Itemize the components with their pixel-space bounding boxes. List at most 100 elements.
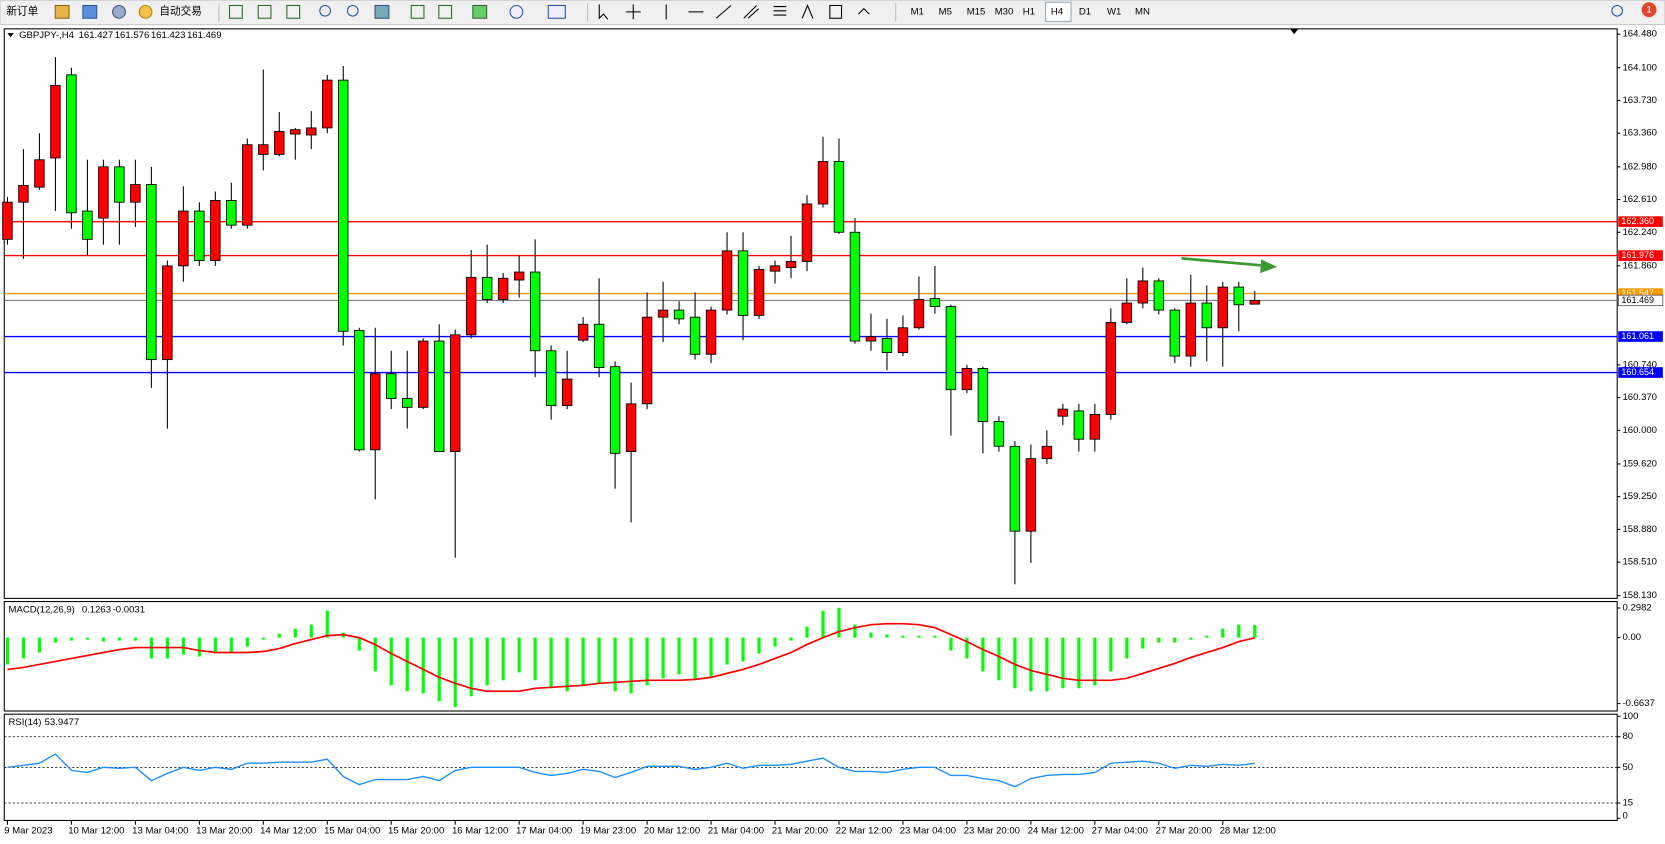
candle-body	[1057, 408, 1069, 417]
y-tick-label: 80	[1622, 731, 1633, 742]
y-tick-label: 158.880	[1622, 524, 1657, 535]
macd-bar	[1109, 637, 1113, 672]
timeframe-button[interactable]: H4	[1051, 6, 1064, 17]
macd-bar	[789, 637, 793, 641]
x-tick-label: 23 Mar 20:00	[964, 826, 1020, 837]
new-order-button[interactable]: 新订单	[6, 5, 38, 18]
timeframe-button[interactable]: H1	[1023, 6, 1035, 17]
auto-trading-button[interactable]: 自动交易	[159, 5, 201, 18]
main-panel[interactable]	[3, 28, 1618, 599]
macd-bar	[629, 637, 633, 694]
y-tick-label: 15	[1622, 798, 1633, 809]
candle-body	[609, 366, 621, 454]
macd-bar	[693, 637, 697, 679]
macd-bar	[661, 637, 665, 679]
macd-bar	[821, 610, 825, 638]
candle-body	[865, 336, 877, 342]
icon[interactable]	[438, 4, 453, 19]
fibo-tool[interactable]	[773, 6, 787, 16]
macd-bar	[645, 637, 649, 686]
x-tick-label: 24 Mar 12:00	[1028, 826, 1084, 837]
macd-bar	[421, 637, 425, 694]
timeframe-button[interactable]: MN	[1135, 6, 1150, 17]
macd-bar	[981, 637, 985, 672]
candle-body	[98, 166, 109, 219]
icon[interactable]	[112, 4, 126, 19]
chart-title: GBPJPY-,H4	[19, 30, 75, 41]
timeframe-button[interactable]: M5	[939, 6, 952, 17]
candle-body	[1153, 280, 1165, 311]
candle-body	[977, 368, 989, 422]
macd-bar	[805, 626, 809, 638]
macd-bar	[565, 637, 569, 692]
macd-bar	[517, 637, 521, 673]
crosshair-tool[interactable]	[625, 4, 641, 20]
timeframe-button[interactable]: M30	[995, 6, 1014, 17]
timeframe-button[interactable]: D1	[1079, 6, 1091, 17]
icon[interactable]	[286, 4, 301, 19]
macd-bar	[469, 637, 473, 697]
macd-bar	[373, 637, 377, 672]
icon[interactable]	[374, 4, 390, 19]
icon[interactable]	[410, 4, 425, 19]
y-tick-label: 50	[1622, 762, 1633, 773]
macd-bar	[965, 637, 969, 659]
macd-bar	[837, 607, 841, 638]
rsi-panel[interactable]	[3, 713, 1618, 821]
arrows-tool[interactable]	[858, 7, 870, 15]
icon[interactable]	[54, 4, 70, 19]
text-tool[interactable]	[801, 4, 814, 19]
candle-body	[465, 276, 477, 336]
icon[interactable]	[257, 4, 272, 19]
candle-body	[1217, 286, 1228, 329]
auto-trading-icon[interactable]	[138, 4, 153, 19]
icon[interactable]	[228, 4, 243, 19]
x-tick-label: 15 Mar 04:00	[324, 826, 380, 837]
zoom-out[interactable]	[346, 4, 359, 17]
candle-body	[961, 368, 973, 391]
y-tick-label: 162.610	[1622, 194, 1657, 205]
macd-bar	[853, 624, 857, 638]
macd-bar	[725, 637, 729, 665]
candle-body	[657, 309, 669, 318]
macd-panel[interactable]	[3, 601, 1618, 712]
macd-bar	[245, 637, 249, 647]
ohlc-value: 161.427	[79, 30, 114, 41]
label-tool[interactable]	[829, 4, 843, 19]
zoom-in[interactable]	[319, 4, 331, 17]
periods[interactable]	[509, 4, 524, 19]
macd-bar	[1205, 635, 1209, 638]
macd-bar	[677, 637, 681, 675]
search[interactable]	[1611, 4, 1624, 17]
candle-body	[66, 74, 77, 214]
candle-body	[146, 184, 157, 361]
timeframe-button[interactable]: M15	[967, 6, 986, 17]
channel-tool[interactable]	[743, 5, 760, 19]
templates[interactable]	[547, 4, 566, 19]
macd-bar	[949, 637, 953, 651]
y-tick-label: 162.240	[1622, 227, 1657, 238]
candle-body	[753, 268, 765, 316]
y-tick-label: -0.6637	[1622, 698, 1654, 709]
shift-marker	[1289, 28, 1299, 35]
macd-bar	[101, 637, 105, 642]
timeframe-button[interactable]: W1	[1107, 6, 1121, 17]
candle-body	[2, 201, 13, 240]
cursor-tool[interactable]	[598, 4, 609, 20]
indicators[interactable]	[472, 4, 488, 19]
macd-bar	[69, 637, 73, 641]
candle-body	[354, 329, 365, 451]
macd-bar	[37, 637, 42, 653]
candle-body	[402, 398, 413, 408]
macd-bar	[197, 637, 201, 657]
x-tick-label: 27 Mar 04:00	[1092, 826, 1148, 837]
macd-bar	[757, 637, 761, 654]
icon[interactable]	[82, 4, 98, 19]
timeframe-button[interactable]: M1	[911, 6, 924, 17]
trendline-tool[interactable]	[715, 5, 732, 19]
x-tick-label: 27 Mar 20:00	[1156, 826, 1212, 837]
candle-body	[449, 334, 461, 453]
notification-badge[interactable]	[1641, 2, 1657, 18]
candle-body	[929, 298, 941, 307]
timeframes: M1 M5 M15 M30 H1 H4 D1 W1 MN	[911, 1, 1150, 22]
